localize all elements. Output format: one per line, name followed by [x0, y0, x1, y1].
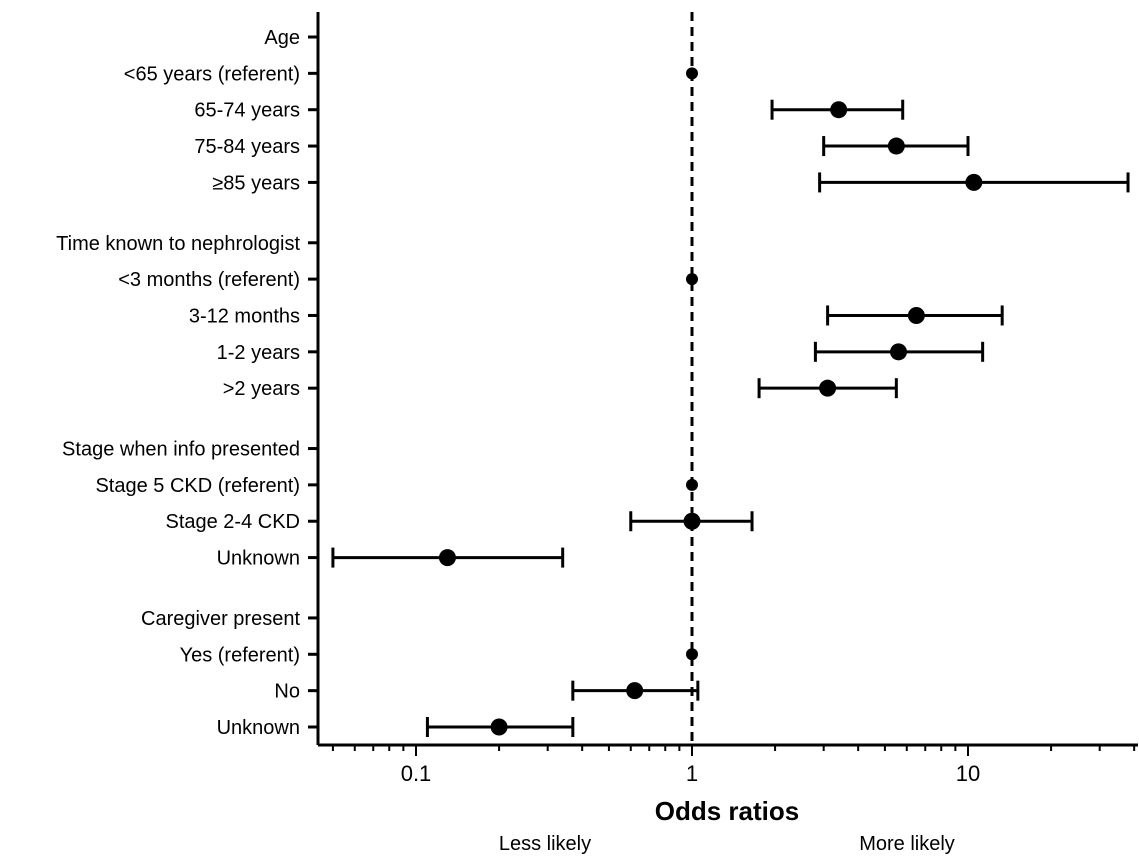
- row-label: 65-74 years: [194, 100, 300, 122]
- row-label: Stage 5 CKD (referent): [95, 475, 300, 497]
- row-label: Time known to nephrologist: [56, 233, 300, 255]
- odds-ratio-point: [819, 379, 837, 397]
- row-label: <3 months (referent): [118, 269, 300, 291]
- row-label: Stage when info presented: [62, 439, 300, 461]
- row-label: 1-2 years: [217, 342, 300, 364]
- referent-point: [686, 648, 698, 661]
- odds-ratio-point: [887, 137, 905, 155]
- more-likely-label: More likely: [859, 833, 955, 855]
- plot-area: 0.1 1 10 Age <65 years (referent) 65-74 years…: [56, 12, 1138, 786]
- less-likely-label: Less likely: [499, 833, 591, 855]
- odds-ratio-point: [490, 718, 508, 736]
- odds-ratio-point: [889, 343, 907, 361]
- x-tick-label: 1: [686, 761, 698, 786]
- x-tick-label: 0.1: [401, 761, 432, 786]
- row-label: 75-84 years: [194, 136, 300, 158]
- odds-ratio-point: [907, 306, 925, 324]
- odds-ratio-point: [830, 101, 848, 119]
- odds-ratio-point: [626, 682, 644, 700]
- odds-ratio-point: [683, 512, 701, 530]
- row-label: ≥85 years: [212, 172, 300, 194]
- row-label: No: [274, 681, 300, 703]
- x-tick-label: 10: [956, 761, 980, 786]
- row-label: 3-12 months: [189, 305, 300, 327]
- row-label: Caregiver present: [141, 608, 300, 630]
- row-label: <65 years (referent): [124, 63, 300, 85]
- row-label: Stage 2-4 CKD: [165, 511, 300, 533]
- referent-point: [686, 67, 698, 80]
- row-label: Unknown: [217, 548, 300, 570]
- row-label: Yes (referent): [180, 644, 300, 666]
- row-label: >2 years: [223, 378, 300, 400]
- row-label: Unknown: [217, 717, 300, 739]
- row-label: Age: [264, 27, 300, 49]
- referent-point: [686, 478, 698, 491]
- referent-point: [686, 273, 698, 286]
- x-axis-title: Odds ratios: [655, 796, 799, 826]
- odds-ratio-point: [965, 173, 983, 191]
- odds-ratio-point: [438, 549, 456, 567]
